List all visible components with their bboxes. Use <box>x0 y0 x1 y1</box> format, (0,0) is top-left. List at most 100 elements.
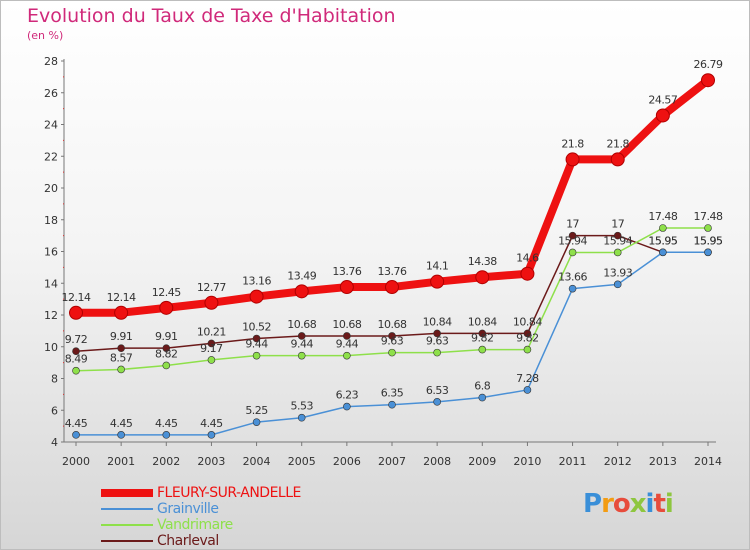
logo-letter: i <box>645 489 655 519</box>
data-point-grainville <box>433 398 441 406</box>
data-point-vandrimare <box>207 356 216 364</box>
data-point-grainville <box>478 393 487 402</box>
data-point-fleury-sur-andelle <box>520 266 535 281</box>
y-tick-label: 18 <box>44 214 58 227</box>
data-point-vandrimare <box>523 345 532 354</box>
data-label: 13.66 <box>558 271 587 284</box>
data-point-fleury-sur-andelle <box>475 270 490 285</box>
data-label: 9.44 <box>290 338 313 351</box>
x-tick-label: 2003 <box>197 455 225 468</box>
data-point-grainville <box>704 248 712 257</box>
chart-axes: 4 6 8 10 12 14 16 18 20 22 24 26 28 2000 2001 2002 2003 2… <box>44 55 722 468</box>
data-label: 10.84 <box>513 315 542 328</box>
data-label: 10.84 <box>468 315 497 328</box>
data-label: 15.95 <box>694 234 723 247</box>
data-point-vandrimare <box>252 351 261 360</box>
data-point-grainville <box>207 431 216 439</box>
data-point-vandrimare <box>659 224 667 232</box>
legend-swatch-fleury-sur-andelle <box>101 489 153 497</box>
chart-subtitle: (en %) <box>27 29 64 42</box>
data-label: 17.48 <box>694 210 723 223</box>
x-tick-label: 2010 <box>513 455 541 468</box>
data-point-grainville <box>72 431 80 439</box>
data-label: 8.57 <box>110 351 133 364</box>
y-tick-label: 22 <box>44 150 58 163</box>
data-label: 26.79 <box>694 58 723 71</box>
data-point-grainville <box>659 248 667 257</box>
x-tick-label: 2004 <box>243 455 271 468</box>
data-label: 13.76 <box>378 265 407 278</box>
data-point-charleval <box>523 329 532 338</box>
y-tick-label: 12 <box>44 309 58 322</box>
x-tick-label: 2013 <box>649 455 677 468</box>
logo-letter: P <box>583 489 602 519</box>
data-point-grainville <box>613 280 622 289</box>
data-point-vandrimare <box>72 366 80 375</box>
data-point-fleury-sur-andelle <box>69 305 83 320</box>
y-tick-label: 14 <box>44 277 58 290</box>
data-label: 10.68 <box>378 318 407 331</box>
data-label: 8.82 <box>155 347 178 360</box>
data-label: 14.6 <box>516 252 539 265</box>
data-point-charleval <box>478 329 487 338</box>
data-label: 9.82 <box>471 332 494 345</box>
data-label: 9.63 <box>381 335 404 348</box>
data-point-charleval <box>613 231 622 240</box>
data-label: 12.14 <box>62 291 91 304</box>
y-tick-label: 20 <box>44 182 58 195</box>
data-point-fleury-sur-andelle <box>204 295 219 310</box>
data-label: 15.94 <box>558 234 587 247</box>
data-point-charleval <box>72 347 80 355</box>
data-point-grainville <box>297 413 306 422</box>
data-label: 4.45 <box>110 417 133 430</box>
data-label: 9.72 <box>65 333 88 346</box>
x-tick-label: 2005 <box>288 455 316 468</box>
y-tick-label: 10 <box>44 341 58 354</box>
data-label: 12.77 <box>197 281 226 294</box>
legend-label-grainville: Grainville <box>157 501 219 517</box>
data-point-fleury-sur-andelle <box>249 289 264 304</box>
data-label: 9.82 <box>516 332 539 345</box>
data-label: 15.94 <box>603 234 632 247</box>
data-point-charleval <box>343 332 351 340</box>
data-label: 17.48 <box>648 210 677 223</box>
data-point-fleury-sur-andelle <box>159 300 174 315</box>
data-label: 21.8 <box>606 137 629 150</box>
data-label: 12.45 <box>152 286 181 299</box>
data-point-charleval <box>388 332 396 340</box>
legend-swatch-grainville <box>101 508 153 510</box>
logo-letter: x <box>629 489 647 519</box>
x-tick-label: 2011 <box>559 455 587 468</box>
chart-data-labels: 12.14 12.14 12.45 12.77 13.16 13.49 13.76 13.76… <box>62 58 724 430</box>
data-point-grainville <box>343 402 351 411</box>
data-label: 10.68 <box>287 318 316 331</box>
data-point-vandrimare <box>613 248 622 257</box>
data-point-grainville <box>162 431 171 439</box>
data-point-charleval <box>297 332 306 340</box>
y-tick-label: 6 <box>51 404 58 417</box>
data-label: 4.45 <box>65 417 88 430</box>
data-label: 15.95 <box>648 234 677 247</box>
data-point-vandrimare <box>162 361 171 370</box>
data-label: 13.93 <box>603 266 632 279</box>
data-label: 6.35 <box>381 387 404 400</box>
data-label: 4.45 <box>200 417 223 430</box>
data-label: 12.14 <box>107 291 136 304</box>
data-point-fleury-sur-andelle <box>385 280 399 295</box>
data-label: 13.49 <box>287 269 316 282</box>
y-tick-label: 4 <box>51 436 58 449</box>
data-point-charleval <box>207 339 216 348</box>
data-point-fleury-sur-andelle <box>655 108 670 123</box>
data-label: 10.21 <box>197 325 226 338</box>
data-point-grainville <box>388 400 396 409</box>
chart-title: Evolution du Taux de Taxe d'Habitation <box>27 5 396 27</box>
data-label: 9.17 <box>200 342 223 355</box>
logo-letter: i <box>664 489 674 519</box>
logo-letter: o <box>612 489 631 519</box>
x-tick-label: 2002 <box>152 455 180 468</box>
data-label: 9.91 <box>155 330 178 343</box>
data-label: 24.57 <box>648 93 677 106</box>
data-point-fleury-sur-andelle <box>430 274 445 289</box>
data-point-charleval <box>252 334 261 343</box>
